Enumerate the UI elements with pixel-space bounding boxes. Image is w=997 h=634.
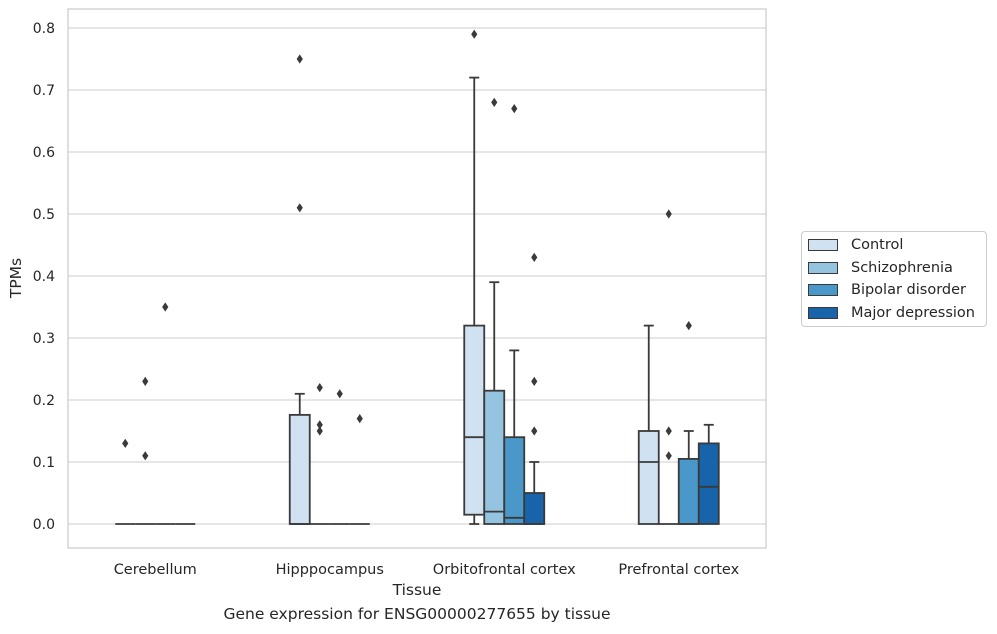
y-axis-label: TPMs xyxy=(7,258,25,299)
box-schizophrenia-hipppocampus xyxy=(309,383,330,525)
outlier-point xyxy=(336,389,343,399)
x-tick-labels: Cerebellum Hipppocampus Orbitofrontal cort… xyxy=(114,562,740,578)
y-tick-label: 0.2 xyxy=(33,393,55,409)
legend-item-bipolar-disorder: Bipolar disorder xyxy=(808,280,966,300)
box-body xyxy=(483,389,506,525)
legend-item-major-depression: Major depression xyxy=(808,303,975,323)
box-bipolar-disorder-prefrontal-cortex xyxy=(677,321,700,525)
box-body xyxy=(463,324,486,516)
legend-item-control: Control xyxy=(808,235,903,255)
box-body xyxy=(637,430,660,525)
box-schizophrenia-orbitofrontal-cortex xyxy=(483,97,506,525)
series-schizophrenia xyxy=(135,97,679,525)
outlier-point xyxy=(511,104,518,114)
x-tick-label: Prefrontal cortex xyxy=(618,562,739,578)
box-body xyxy=(697,442,720,525)
outlier-point xyxy=(531,426,538,436)
legend-swatch-schizophrenia xyxy=(808,262,838,274)
legend: Control Schizophrenia Bipolar disorder M… xyxy=(801,231,987,327)
outlier-point xyxy=(665,209,672,219)
outlier-point xyxy=(316,420,323,430)
y-tick-label: 0.0 xyxy=(33,517,55,533)
grid-lines xyxy=(68,27,766,525)
legend-label-major-depression: Major depression xyxy=(851,305,975,321)
outlier-point xyxy=(685,321,692,331)
box-plot-series xyxy=(115,29,720,525)
legend-swatch-control xyxy=(808,239,838,251)
y-tick-label: 0.6 xyxy=(33,145,55,161)
outlier-point xyxy=(296,203,303,213)
outlier-point xyxy=(531,252,538,262)
outlier-point xyxy=(142,451,149,461)
legend-label-schizophrenia: Schizophrenia xyxy=(851,260,953,276)
box-schizophrenia-prefrontal-cortex xyxy=(658,209,679,525)
box-control-hipppocampus xyxy=(288,54,311,525)
x-axis-label: Tissue xyxy=(392,581,442,599)
box-major-depression-orbitofrontal-cortex xyxy=(523,252,546,525)
outlier-point xyxy=(356,414,363,424)
y-tick-label: 0.1 xyxy=(33,455,55,471)
box-major-depression-prefrontal-cortex xyxy=(697,423,720,525)
plot-frame xyxy=(67,8,767,549)
outlier-point xyxy=(665,426,672,436)
legend-label-bipolar-disorder: Bipolar disorder xyxy=(851,282,966,298)
box-bipolar-disorder-orbitofrontal-cortex xyxy=(503,104,526,525)
box-bipolar-disorder-cerebellum xyxy=(155,302,176,525)
legend-swatch-major-depression xyxy=(808,307,838,319)
series-bipolar-disorder xyxy=(155,104,700,525)
x-tick-label: Orbitofrontal cortex xyxy=(433,562,576,578)
box-control-cerebellum xyxy=(115,438,136,525)
outlier-point xyxy=(122,438,129,448)
legend-swatch-bipolar-disorder xyxy=(808,284,838,296)
y-tick-label: 0.8 xyxy=(33,21,55,37)
y-tick-label: 0.4 xyxy=(33,269,55,285)
outlier-point xyxy=(665,451,672,461)
box-major-depression-hipppocampus xyxy=(349,414,370,525)
series-major-depression xyxy=(175,252,720,525)
outlier-point xyxy=(471,29,478,39)
box-schizophrenia-cerebellum xyxy=(135,376,156,525)
outlier-point xyxy=(316,426,323,436)
x-tick-label: Cerebellum xyxy=(114,562,197,578)
y-tick-label: 0.3 xyxy=(33,331,55,347)
box-bipolar-disorder-hipppocampus xyxy=(329,389,350,525)
box-body xyxy=(503,436,526,525)
y-tick-labels: 0.0 0.1 0.2 0.3 0.4 0.5 0.6 0.7 0.8 xyxy=(33,21,55,533)
outlier-point xyxy=(531,376,538,386)
outlier-point xyxy=(162,302,169,312)
box-control-orbitofrontal-cortex xyxy=(463,29,486,525)
box-control-prefrontal-cortex xyxy=(637,324,660,525)
box-body xyxy=(288,413,311,525)
x-tick-label: Hipppocampus xyxy=(276,562,384,578)
legend-label-control: Control xyxy=(851,237,904,253)
y-tick-label: 0.7 xyxy=(33,83,55,99)
box-body xyxy=(677,457,700,525)
outlier-point xyxy=(491,97,498,107)
box-body xyxy=(523,492,546,525)
outlier-point xyxy=(316,383,323,393)
y-tick-label: 0.5 xyxy=(33,207,55,223)
outlier-point xyxy=(142,376,149,386)
series-control xyxy=(115,29,660,525)
chart-caption: Gene expression for ENSG00000277655 by t… xyxy=(223,605,611,623)
legend-item-schizophrenia: Schizophrenia xyxy=(808,258,953,278)
outlier-point xyxy=(296,54,303,64)
